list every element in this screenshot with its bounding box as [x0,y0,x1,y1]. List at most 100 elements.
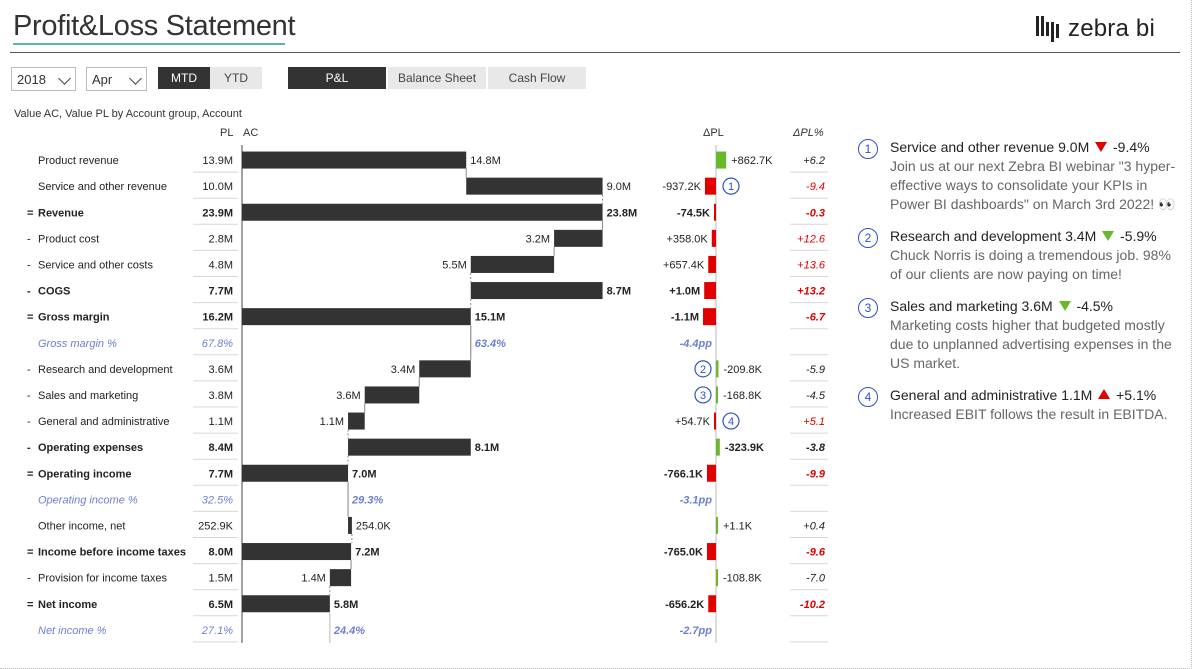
delta-pl-value: -2.7pp [680,625,713,637]
row-label: Service and other revenue [38,181,167,193]
tab-pl[interactable]: P&L [288,67,386,89]
row-label: Provision for income taxes [38,573,167,585]
delta-pl-percent: +5.1 [803,416,825,428]
row-label: Gross margin [38,312,110,324]
ytd-button[interactable]: YTD [210,67,262,89]
ac-value: 29.3% [351,494,383,506]
row-label: Research and development [38,364,173,376]
delta-pl-percent: +12.6 [797,233,826,245]
pl-value: 1.1M [209,416,233,428]
ac-bar [348,438,471,456]
comment-text: Chuck Norris is doing a tremendous job. … [890,247,1171,282]
ac-bar [329,569,352,587]
row-prefix: = [27,547,33,559]
pl-value: 3.6M [209,364,233,376]
delta-pl-bar [706,543,716,561]
row-prefix: - [27,573,31,585]
triangle-down-icon [1102,231,1115,241]
pl-value: 13.9M [202,155,233,167]
delta-pl-value: -937.2K [662,181,701,193]
comments-panel: 1 Service and other revenue 9.0M -9.4% J… [858,138,1178,437]
row-label: COGS [38,286,70,298]
column-header-ac: AC [243,127,259,139]
row-label: Operating expenses [38,442,143,454]
row-prefix: - [27,259,31,271]
tab-cash-flow[interactable]: Cash Flow [488,67,586,89]
comment-text: Increased EBIT follows the result in EBI… [890,406,1168,422]
row-label: Product revenue [38,155,119,167]
delta-pl-value: -209.8K [723,364,762,376]
delta-pl-bar [708,255,716,273]
comment-number-badge: 1 [858,139,878,159]
delta-pl-value: -1.1M [671,312,699,324]
delta-pl-percent: +6.2 [803,155,825,167]
row-label: Sales and marketing [38,390,138,402]
row-prefix: - [27,442,31,454]
comment-value: 3.6M [1021,298,1053,314]
pl-value: 32.5% [202,494,233,506]
ac-value: 1.1M [320,416,344,428]
delta-pl-value: -656.2K [665,599,704,611]
logo-text: zebra bi [1068,15,1155,42]
ac-value: 8.1M [475,442,499,454]
mtd-button[interactable]: MTD [158,67,210,89]
ac-value: 5.8M [334,599,358,611]
year-value: 2018 [17,72,46,87]
delta-pl-value: +657.4K [663,259,705,271]
row-label: Service and other costs [38,259,153,271]
delta-pl-bar [716,438,720,456]
comment-title: Service and other revenue [890,139,1055,155]
row-label: Product cost [38,233,99,245]
comment-marker [722,412,740,430]
row-prefix: - [27,286,31,298]
delta-pl-percent: -3.8 [806,442,826,454]
delta-pl-value: +862.7K [731,155,773,167]
row-label: Gross margin % [38,338,117,350]
pl-value: 67.8% [202,338,233,350]
comment-1: 1 Service and other revenue 9.0M -9.4% J… [858,138,1178,214]
ac-bar [242,203,603,221]
comment-3: 3 Sales and marketing 3.6M -4.5% Marketi… [858,297,1178,373]
delta-pl-bar [716,516,718,534]
row-prefix: = [27,468,33,480]
pl-value: 16.2M [202,312,233,324]
comment-number-badge: 2 [858,228,878,248]
ac-bar [348,516,352,534]
delta-pl-bar [714,412,716,430]
row-label: Revenue [38,207,84,219]
year-select[interactable]: 2018 [11,67,76,91]
month-select[interactable]: Apr [86,67,147,91]
delta-pl-percent: -9.9 [806,468,826,480]
ac-value: 23.8M [607,207,638,219]
header-divider [10,52,1180,53]
delta-pl-bar [716,569,718,587]
delta-pl-percent: -9.6 [806,547,826,559]
row-label: Operating income % [38,494,138,506]
pl-value: 6.5M [209,599,233,611]
tab-balance-sheet[interactable]: Balance Sheet [388,67,486,89]
ac-value: 9.0M [607,181,631,193]
comment-number-badge: 4 [858,387,878,407]
delta-pl-bar [708,595,716,613]
zebra-logo-icon [1036,16,1059,42]
comment-marker [694,386,712,404]
delta-pl-bar [706,464,716,482]
pl-value: 252.9K [198,520,234,532]
comment-delta: +5.1% [1116,387,1157,403]
delta-pl-bar [716,151,727,169]
pl-value: 7.7M [209,286,233,298]
comment-marker [694,360,712,378]
row-prefix: = [27,599,33,611]
comment-value: 9.0M [1058,139,1090,155]
comment-title: Sales and marketing [890,298,1018,314]
ac-value: 3.2M [526,233,550,245]
ac-value: 7.2M [355,547,379,559]
pl-value: 8.4M [209,442,233,454]
column-header-pl: PL [220,127,234,139]
month-value: Apr [92,72,113,87]
row-prefix: = [27,312,33,324]
delta-pl-percent: -7.0 [806,573,826,585]
delta-pl-percent: -9.4 [806,181,825,193]
title-underline [13,43,285,45]
